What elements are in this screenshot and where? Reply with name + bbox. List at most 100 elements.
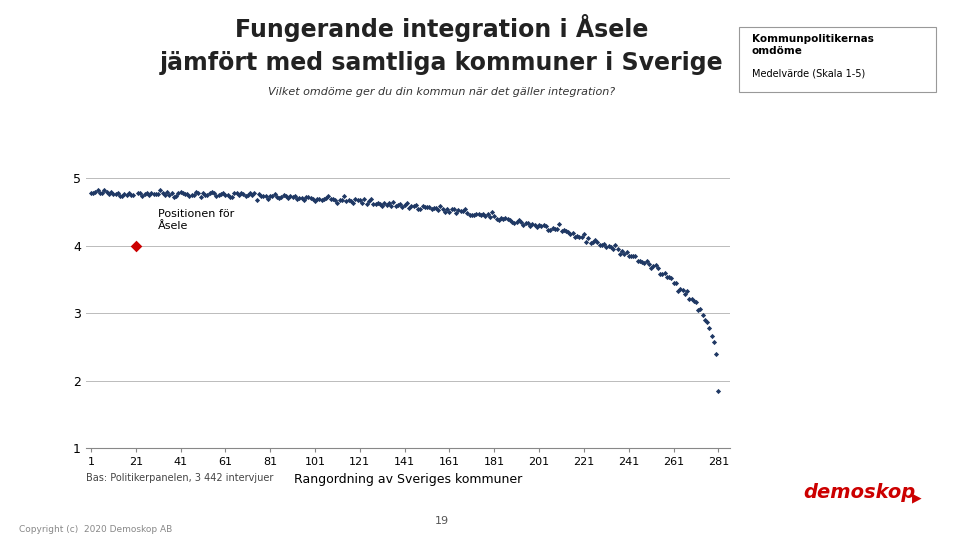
Point — [359, 200, 374, 208]
Point — [173, 188, 188, 197]
Text: Fungerande integration i Åsele: Fungerande integration i Åsele — [235, 14, 648, 42]
Point — [514, 218, 529, 226]
Point — [545, 224, 561, 233]
Point — [670, 286, 685, 295]
Point — [677, 289, 692, 298]
Point — [675, 285, 690, 294]
Point — [211, 191, 227, 199]
Point — [646, 261, 661, 270]
Point — [336, 192, 351, 200]
Point — [314, 196, 329, 205]
Point — [641, 260, 657, 268]
Point — [536, 221, 551, 230]
Point — [399, 199, 415, 208]
Point — [539, 221, 554, 230]
Point — [468, 210, 484, 219]
Point — [444, 205, 460, 214]
Point — [478, 212, 493, 220]
Point — [516, 220, 531, 229]
Point — [137, 190, 153, 198]
Point — [455, 207, 470, 215]
Point — [686, 297, 702, 306]
Text: Medelvärde (Skala 1-5): Medelvärde (Skala 1-5) — [752, 69, 865, 79]
Point — [114, 192, 130, 200]
Point — [682, 294, 697, 303]
Point — [636, 259, 652, 268]
Point — [285, 193, 300, 201]
Point — [623, 252, 638, 260]
Point — [401, 204, 417, 213]
Point — [343, 197, 358, 205]
Point — [448, 208, 464, 217]
Point — [220, 191, 235, 199]
Point — [164, 189, 180, 198]
Point — [146, 190, 161, 199]
Point — [500, 214, 516, 223]
Text: Copyright (c)  2020 Demoskop AB: Copyright (c) 2020 Demoskop AB — [19, 524, 173, 534]
Point — [240, 190, 255, 199]
Point — [440, 205, 455, 213]
Point — [428, 204, 444, 213]
Point — [287, 191, 302, 200]
Point — [438, 207, 453, 216]
Point — [702, 324, 717, 333]
Point — [592, 240, 608, 249]
Point — [559, 227, 574, 235]
Point — [567, 232, 583, 241]
Point — [119, 191, 134, 199]
Point — [282, 192, 298, 200]
Point — [495, 215, 511, 224]
Point — [153, 186, 168, 194]
Point — [215, 188, 230, 197]
Point — [688, 298, 704, 306]
Point — [608, 241, 623, 249]
Point — [94, 189, 109, 198]
Point — [561, 228, 576, 237]
Point — [204, 188, 220, 197]
Point — [184, 191, 200, 199]
Point — [249, 195, 264, 204]
Point — [84, 188, 99, 197]
Point — [655, 269, 670, 278]
Text: demoskop: demoskop — [804, 483, 915, 502]
Point — [569, 232, 585, 241]
Point — [332, 195, 348, 204]
Point — [302, 194, 318, 202]
Point — [124, 190, 139, 199]
Point — [473, 210, 489, 219]
Point — [431, 206, 446, 214]
Point — [374, 201, 390, 210]
Point — [128, 241, 143, 250]
Point — [619, 248, 635, 256]
Point — [231, 191, 247, 199]
Point — [648, 261, 663, 269]
Point — [126, 191, 141, 200]
Point — [710, 387, 726, 395]
Point — [576, 230, 591, 238]
Point — [635, 258, 650, 266]
Point — [589, 238, 605, 246]
Point — [565, 229, 581, 238]
Point — [349, 195, 365, 204]
Point — [529, 223, 544, 232]
Point — [489, 215, 504, 224]
Point — [520, 219, 536, 227]
Point — [235, 190, 251, 199]
Text: Positionen för
Åsele: Positionen för Åsele — [158, 209, 234, 231]
Point — [453, 207, 468, 215]
Point — [316, 195, 331, 204]
Point — [532, 221, 547, 230]
Point — [406, 201, 421, 210]
Point — [480, 210, 495, 218]
Point — [442, 208, 457, 217]
Point — [117, 190, 132, 198]
Point — [101, 190, 116, 198]
Point — [554, 226, 569, 235]
Point — [643, 264, 659, 273]
Point — [258, 192, 274, 200]
Point — [446, 205, 462, 213]
Point — [292, 194, 307, 202]
Point — [540, 226, 556, 235]
Point — [280, 193, 296, 202]
Point — [421, 203, 437, 212]
